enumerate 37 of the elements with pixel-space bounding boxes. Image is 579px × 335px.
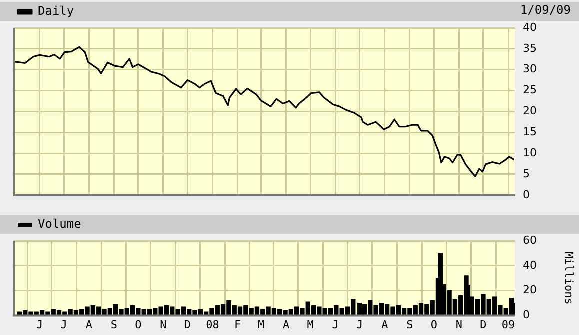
legend-label: Volume xyxy=(38,217,82,232)
x-tick-label: S xyxy=(406,318,414,332)
x-tick-label: D xyxy=(480,318,487,332)
x-tick-label: A xyxy=(283,318,290,332)
y-tick-label: 15 xyxy=(523,125,537,138)
text: 1/09/09 xyxy=(520,3,571,18)
y-tick-label: 0 xyxy=(523,188,530,202)
y-tick-label: 25 xyxy=(523,84,537,97)
x-tick-label: J xyxy=(60,318,68,332)
y-tick-label: 0 xyxy=(523,308,530,322)
x-tick-label: 09 xyxy=(502,318,516,332)
x-tick-label: D xyxy=(184,318,192,332)
y-tick-label: 30 xyxy=(523,62,537,76)
x-tick-label: O xyxy=(430,318,438,332)
x-tick-label: M xyxy=(307,318,314,332)
x-tick-label: F xyxy=(234,318,242,332)
x-tick-label: N xyxy=(456,318,463,332)
y-tick-label: 40 xyxy=(523,258,537,272)
y-tick-label: 5 xyxy=(523,167,530,180)
x-tick-label: N xyxy=(160,318,167,332)
x-tick-label: A xyxy=(86,318,93,332)
x-tick-label: S xyxy=(110,318,118,332)
y-tick-label: 40 xyxy=(523,20,537,34)
y-tick-label: 20 xyxy=(523,104,537,118)
legend-label: Daily xyxy=(38,4,74,18)
y-tick-label: 60 xyxy=(523,234,537,247)
x-tick-label: J xyxy=(356,318,364,332)
x-tick-label: M xyxy=(258,318,265,332)
x-tick-label: 08 xyxy=(206,318,220,332)
x-tick-label: A xyxy=(382,318,389,332)
x-tick-label: J xyxy=(36,318,44,332)
x-tick-label: J xyxy=(332,318,339,332)
x-tick-label: O xyxy=(135,318,142,332)
y-tick-label: 20 xyxy=(523,284,537,297)
y-tick-label: 35 xyxy=(523,42,537,55)
y-axis-title: Millions xyxy=(562,252,576,305)
y-tick-label: 10 xyxy=(523,146,537,160)
